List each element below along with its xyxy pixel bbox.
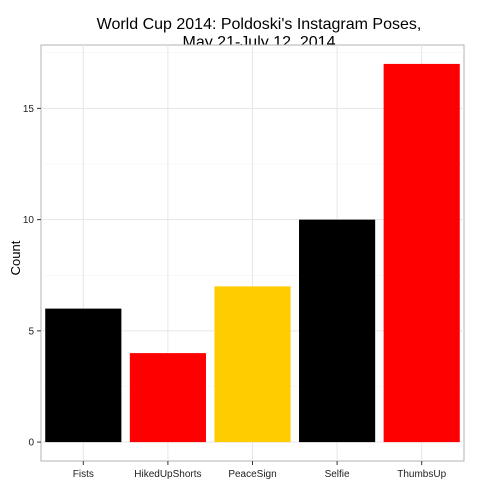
bars [45,63,460,443]
y-tick-label: 0 [28,438,34,449]
y-axis-ticks: 0 5 10 15 [23,104,41,449]
y-axis-label: Count [8,240,23,275]
x-tick-label: HikedUpShorts [134,469,201,480]
x-tick-label: Fists [73,469,94,480]
x-tick-label: PeaceSign [228,469,276,480]
x-tick-label: ThumbsUp [397,469,446,480]
bar-selfie [299,219,376,443]
y-tick-label: 10 [23,215,35,226]
x-tick-label: Selfie [325,469,350,480]
bar-hikedupshorts [129,353,206,443]
bar-fists [45,308,122,443]
y-tick-label: 15 [23,104,35,115]
x-axis-ticks: Fists HikedUpShorts PeaceSign Selfie ThumbsU… [73,461,447,480]
bar-peacesign [214,286,291,443]
bar-thumbsup [383,63,460,443]
chart-title-line-1: World Cup 2014: Poldoski's Instagram Pos… [97,16,422,33]
y-tick-label: 5 [28,326,34,337]
